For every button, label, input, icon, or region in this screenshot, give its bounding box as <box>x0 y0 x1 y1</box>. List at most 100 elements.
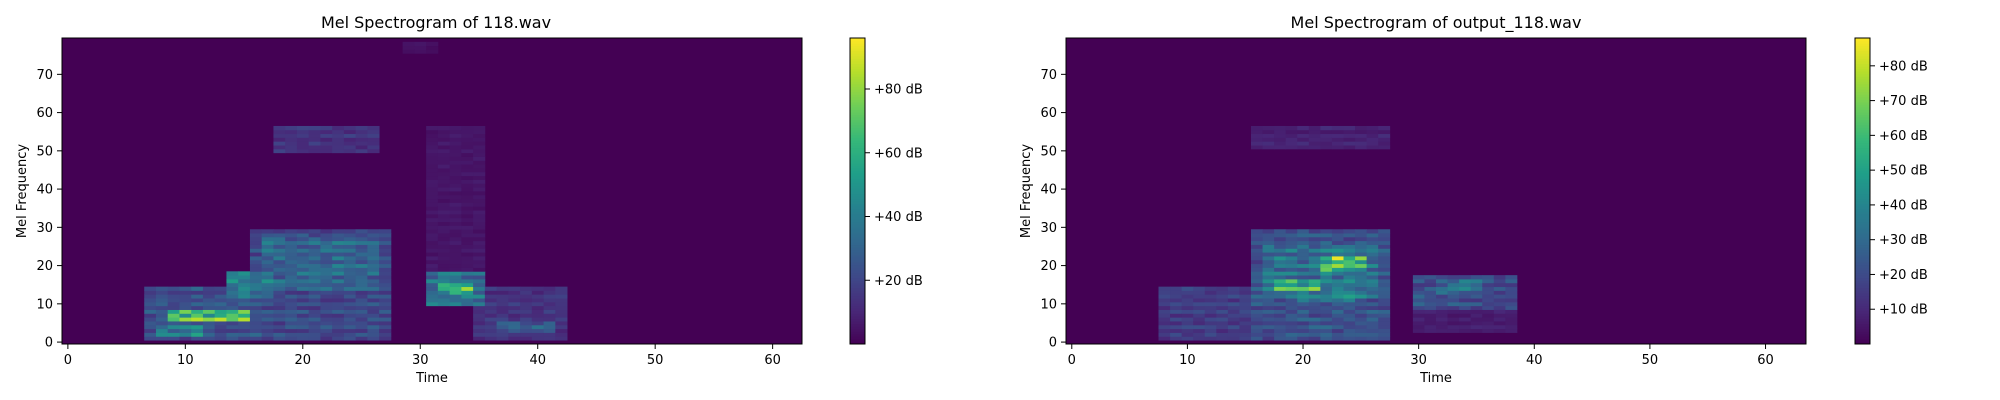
heatmap-cell <box>1297 141 1310 146</box>
heatmap-cell <box>1251 324 1263 330</box>
heatmap-cell <box>461 191 474 196</box>
heatmap-cell <box>367 286 380 291</box>
heatmap-cell <box>285 324 298 330</box>
heatmap-cell <box>1459 298 1472 303</box>
heatmap-cell <box>1170 317 1183 322</box>
heatmap-cell <box>1274 321 1287 326</box>
heatmap-cell <box>543 332 556 337</box>
heatmap-cell <box>1320 236 1333 242</box>
heatmap-cell <box>1297 240 1310 245</box>
heatmap-cell <box>1297 125 1310 131</box>
heatmap-cell <box>1366 332 1379 337</box>
heatmap-cell <box>273 294 286 299</box>
heatmap-cell <box>308 233 321 238</box>
heatmap-cell <box>1204 309 1217 314</box>
heatmap-cell <box>1308 233 1321 238</box>
heatmap-cell <box>144 324 157 330</box>
colorbar-gradient-step <box>850 338 865 342</box>
heatmap-cell <box>343 286 357 291</box>
colorbar-gradient-step <box>850 191 865 195</box>
heatmap-cell <box>1493 286 1506 291</box>
heatmap-cell <box>1262 133 1275 138</box>
heatmap-cell <box>461 229 474 234</box>
colorbar-gradient-step <box>1855 310 1870 314</box>
heatmap-cell <box>1343 317 1356 322</box>
heatmap-cell <box>1274 328 1287 333</box>
heatmap-cell <box>1493 282 1506 288</box>
heatmap-cell <box>1436 324 1448 330</box>
heatmap-cell <box>332 133 345 138</box>
heatmap-cell <box>1424 275 1437 280</box>
heatmap-cell <box>449 294 462 299</box>
colorbar-gradient-step <box>1855 55 1870 59</box>
heatmap-cell <box>1204 290 1217 295</box>
heatmap-cell <box>555 309 568 314</box>
heatmap-cell <box>1308 240 1321 245</box>
heatmap-cell <box>332 271 345 276</box>
heatmap-cell <box>1459 324 1472 330</box>
heatmap-cell <box>1308 328 1321 333</box>
heatmap-cell <box>249 298 263 303</box>
heatmap-cell <box>449 286 462 291</box>
heatmap-cell <box>367 148 380 154</box>
heatmap-cell <box>285 252 298 257</box>
heatmap-cell <box>473 313 486 318</box>
heatmap-cell <box>343 252 357 257</box>
heatmap-cell <box>332 256 345 261</box>
heatmap-cell <box>1297 133 1310 138</box>
heatmap-cell <box>296 267 310 272</box>
heatmap-cell <box>1343 324 1356 330</box>
colorbar-gradient-step <box>850 262 865 266</box>
heatmap-cell <box>461 275 474 280</box>
colorbar-gradient-step <box>850 53 865 57</box>
heatmap-cell <box>1436 317 1448 322</box>
heatmap-cell <box>1308 324 1321 330</box>
heatmap-cell <box>308 286 321 291</box>
heatmap-cell <box>1239 286 1252 291</box>
heatmap-cell <box>238 271 251 276</box>
heatmap-cell <box>1170 313 1183 318</box>
heatmap-cell <box>1378 321 1391 326</box>
colorbar-tick-label: +80 dB <box>874 83 923 98</box>
heatmap-cell <box>1320 286 1333 291</box>
heatmap-cell <box>426 137 439 142</box>
heatmap-cell <box>473 236 486 242</box>
heatmap-cell <box>1343 133 1356 138</box>
colorbar-gradient-step <box>1855 60 1870 64</box>
heatmap-cell <box>437 145 451 150</box>
heatmap-cell <box>1366 298 1379 303</box>
heatmap-cell <box>1320 324 1333 330</box>
heatmap-cell <box>426 240 439 245</box>
heatmap-cell <box>531 328 544 333</box>
heatmap-cell <box>1181 317 1194 322</box>
heatmap-cell <box>214 328 227 333</box>
colorbar-gradient-step <box>850 315 865 319</box>
colorbar-gradient-step <box>850 264 865 268</box>
heatmap-cell <box>285 137 298 142</box>
heatmap-cell <box>343 301 357 307</box>
heatmap-cell <box>261 259 274 265</box>
x-tick-label: 10 <box>177 353 194 368</box>
colorbar-gradient-step <box>850 226 865 230</box>
heatmap-cell <box>1193 332 1206 337</box>
heatmap-cell <box>543 324 556 330</box>
heatmap-cell <box>508 301 521 307</box>
colorbar-gradient-step <box>1855 300 1870 304</box>
heatmap-cell <box>1181 309 1194 314</box>
heatmap-cell <box>1331 301 1344 307</box>
heatmap-cell <box>1482 282 1495 288</box>
heatmap-cell <box>1320 271 1333 276</box>
heatmap-cell <box>214 332 227 337</box>
heatmap-cell <box>155 294 169 299</box>
heatmap-cell <box>426 278 439 284</box>
colorbar-gradient-step <box>850 259 865 263</box>
heatmap-cell <box>1366 313 1379 318</box>
heatmap-cell <box>496 298 509 303</box>
colorbar-gradient-step <box>1855 196 1870 200</box>
heatmap-cell <box>1505 328 1518 333</box>
heatmap-cell <box>1262 301 1275 307</box>
heatmap-cell <box>296 278 310 284</box>
heatmap-cell <box>191 324 204 330</box>
heatmap-cell <box>1308 336 1321 341</box>
heatmap-cell <box>1285 313 1298 318</box>
